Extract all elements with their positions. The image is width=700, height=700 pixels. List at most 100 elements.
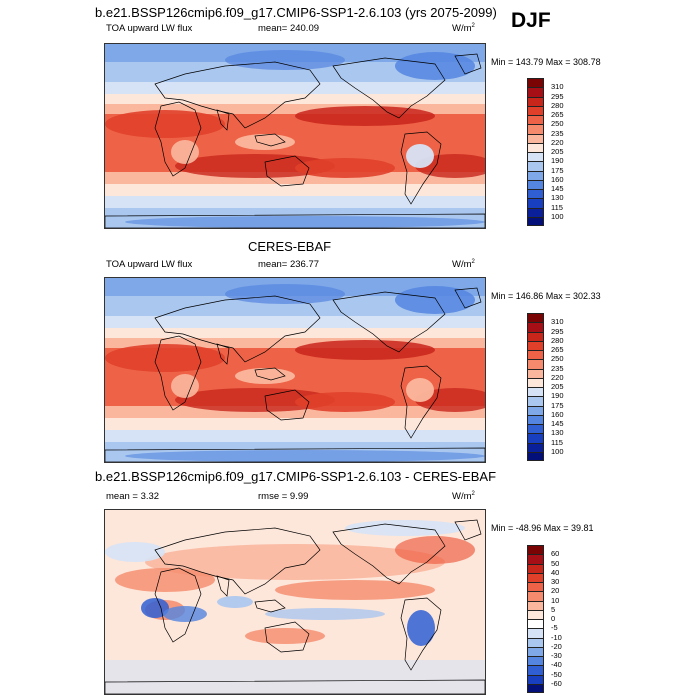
panel-2-colorbar-label: 310: [551, 317, 564, 327]
panel-3-colorbar-label: 10: [551, 595, 560, 605]
panel-1-colorbar-label: 205: [551, 147, 564, 156]
panel-2-colorbar-label: 280: [551, 335, 564, 345]
panel-3-colorbar-label: 40: [551, 567, 560, 577]
panel-2-colorbar-label: 265: [551, 345, 564, 354]
panel-3-rmse: rmse = 9.99: [258, 491, 309, 502]
panel-3-colorbar-box: [527, 609, 544, 619]
panel-2-colorbar-label: 235: [551, 363, 564, 373]
panel-2-colorbar-box: [527, 322, 544, 332]
panel-3-colorbar-box: [527, 683, 544, 693]
panel-3-colorbar-box: [527, 637, 544, 647]
panel-1-minmax: Min = 143.79 Max = 308.78: [491, 57, 601, 67]
panel-2-colorbar-box: [527, 387, 544, 397]
panel-2-map-field: [105, 278, 485, 462]
panel-1-colorbar: 310 295 280 265 250 235 220 205 190 175 160 145 130 1…: [527, 78, 587, 226]
panel-3-colorbar-label: 60: [551, 549, 560, 559]
panel-2-colorbar-label: 100: [551, 446, 564, 456]
panel-1-field-label: TOA upward LW flux: [106, 23, 193, 34]
season-label: DJF: [511, 9, 551, 32]
panel-1-units: W/m2: [452, 23, 475, 35]
panel-1-colorbar-label: 295: [551, 91, 564, 101]
panel-2-colorbar-label: 145: [551, 419, 564, 428]
panel-3-mean: mean = 3.32: [106, 491, 160, 502]
panel-1-colorbar-label: 130: [551, 193, 564, 203]
panel-1-colorbar-box: [527, 115, 544, 125]
panel-3-units: W/m2: [452, 491, 475, 503]
panel-3-colorbar-box: [527, 563, 544, 573]
panel-3-colorbar-box: [527, 591, 544, 601]
panel-1-colorbar-box: [527, 207, 544, 217]
panel-2-colorbar-box: [527, 359, 544, 369]
panel-3-colorbar-box: [527, 656, 544, 666]
panel-1-colorbar-box: [527, 142, 544, 152]
panel-1-colorbar-box: [527, 105, 544, 115]
panel-2-colorbar-label: 160: [551, 409, 564, 419]
panel-2-colorbar-label: 295: [551, 326, 564, 336]
panel-1-colorbar-label: 250: [551, 119, 564, 129]
panel-3-colorbar-label: 30: [551, 577, 560, 586]
panel-1-colorbar-box: [527, 216, 544, 226]
panel-3-colorbar-label: -10: [551, 632, 562, 642]
panel-3-colorbar-label: -40: [551, 660, 562, 670]
panel-2-units: W/m2: [452, 259, 475, 271]
panel-2-colorbar-box: [527, 442, 544, 452]
panel-2-colorbar-label: 175: [551, 400, 564, 410]
panel-1-colorbar-label: 160: [551, 174, 564, 184]
panel-2-field-label: TOA upward LW flux: [106, 259, 193, 270]
panel-3-colorbar-box: [527, 665, 544, 675]
panel-2-colorbar-label: 190: [551, 391, 564, 401]
panel-3-colorbar-box: [527, 545, 544, 555]
panel-2-colorbar: 310 295 280 265 250 235 220 205 190 175 160 145 130 1…: [527, 313, 587, 461]
panel-1-colorbar-box: [527, 152, 544, 162]
panel-3-colorbar-box: [527, 628, 544, 638]
panel-1-colorbar-box: [527, 124, 544, 134]
panel-1-colorbar-label: 190: [551, 156, 564, 166]
panel-2-colorbar-label: 205: [551, 382, 564, 391]
panel-3-colorbar-label: 0: [551, 614, 556, 623]
panel-2-colorbar-box: [527, 433, 544, 443]
panel-2-colorbar-box: [527, 405, 544, 415]
panel-3-colorbar-box: [527, 646, 544, 656]
panel-1-colorbar-box: [527, 78, 544, 88]
panel-2-colorbar-box: [527, 340, 544, 350]
panel-1-colorbar-label: 280: [551, 100, 564, 110]
panel-3-colorbar-label: -5: [551, 623, 558, 633]
panel-2-colorbar-box: [527, 424, 544, 434]
panel-2-colorbar-box: [527, 377, 544, 387]
panel-1-colorbar-label: 310: [551, 82, 564, 92]
panel-3-colorbar-label: 50: [551, 558, 560, 568]
panel-1-colorbar-label: 175: [551, 165, 564, 175]
panel-2-colorbar-label: 130: [551, 428, 564, 438]
panel-1-title: b.e21.BSSP126cmip6.f09_g17.CMIP6-SSP1-2.…: [95, 5, 497, 20]
panel-1-colorbar-label: 115: [551, 202, 563, 212]
panel-1-colorbar-label: 100: [551, 211, 564, 221]
panel-1-colorbar-box: [527, 198, 544, 208]
panel-1-colorbar-label: 145: [551, 184, 564, 193]
panel-1-colorbar-box: [527, 170, 544, 180]
panel-2-minmax: Min = 146.86 Max = 302.33: [491, 291, 601, 301]
panel-1-colorbar-box: [527, 96, 544, 106]
panel-1-colorbar-label: 220: [551, 137, 564, 147]
panel-1-colorbar-label: 235: [551, 128, 564, 138]
panel-2-title: CERES-EBAF: [248, 239, 332, 254]
panel-2-colorbar-box: [527, 313, 544, 323]
panel-3-colorbar-box: [527, 582, 544, 592]
panel-1-colorbar-box: [527, 189, 544, 199]
panel-2-colorbar-box: [527, 368, 544, 378]
panel-1-map-field: [105, 44, 485, 228]
panel-1-mean: mean= 240.09: [258, 23, 320, 34]
panel-2-colorbar-label: 250: [551, 354, 564, 364]
panel-2-colorbar-label: 115: [551, 437, 563, 447]
panel-2-colorbar-box: [527, 451, 544, 461]
panel-1-colorbar-box: [527, 161, 544, 171]
panel-1-map: [104, 43, 486, 229]
panel-3-map: [104, 509, 486, 695]
panel-1-colorbar-box: [527, 87, 544, 97]
panel-3-colorbar-label: 5: [551, 604, 556, 614]
panel-3-colorbar-box: [527, 600, 544, 610]
panel-3-title: b.e21.BSSP126cmip6.f09_g17.CMIP6-SSP1-2.…: [95, 469, 497, 484]
panel-2-mean: mean= 236.77: [258, 259, 320, 270]
panel-3-colorbar-label: -50: [551, 669, 562, 679]
panel-3-colorbar-box: [527, 619, 544, 629]
panel-1-colorbar-box: [527, 133, 544, 143]
